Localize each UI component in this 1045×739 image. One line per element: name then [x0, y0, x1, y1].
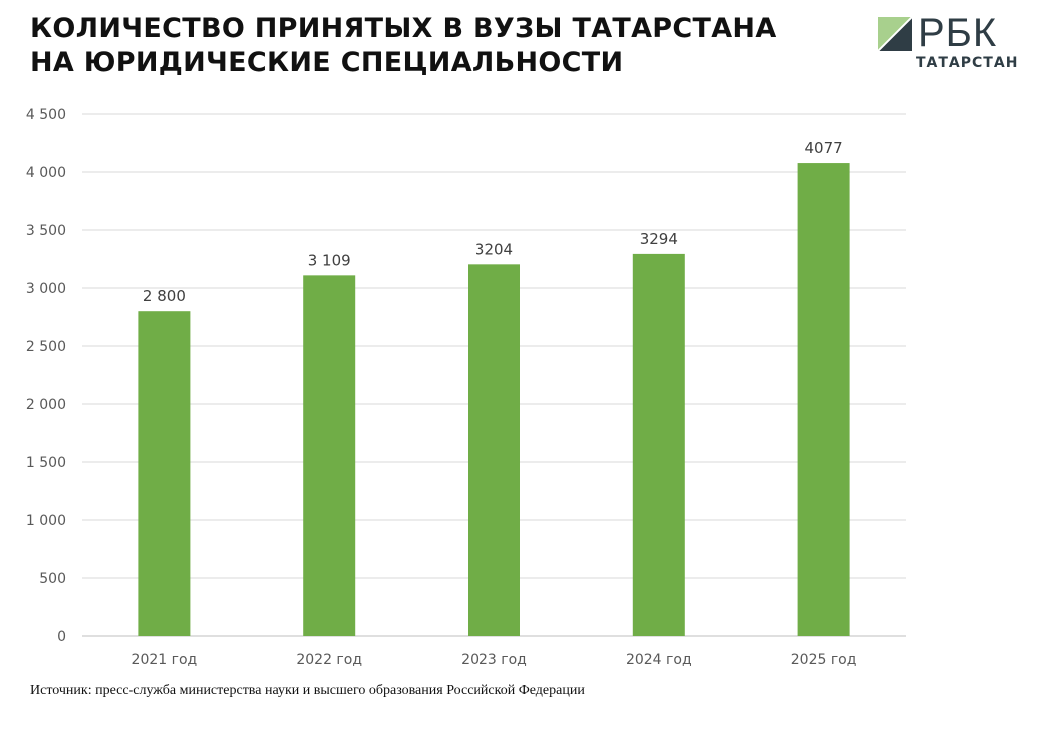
x-tick-label: 2021 год [132, 652, 198, 668]
y-tick-label: 1 500 [26, 455, 66, 471]
y-tick-label: 4 500 [26, 107, 66, 123]
y-tick-label: 0 [57, 629, 66, 645]
x-tick-label: 2023 год [461, 652, 527, 668]
chart-title: КОЛИЧЕСТВО ПРИНЯТЫХ В ВУЗЫ ТАТАРСТАНА НА… [30, 12, 777, 80]
bars [138, 163, 850, 636]
bar [138, 311, 191, 636]
x-axis-ticks: 2021 год 2022 год 2023 год 2024 год 2025 год [132, 652, 857, 668]
y-tick-label: 500 [39, 571, 66, 587]
source-note: Источник: пресс-служба министерства наук… [30, 683, 585, 698]
x-tick-label: 2025 год [791, 652, 857, 668]
bar-chart: 0 500 1 000 1 500 2 000 2 500 3 000 3 500 4 000 4… [26, 107, 906, 668]
chart-title-line-1: КОЛИЧЕСТВО ПРИНЯТЫХ В ВУЗЫ ТАТАРСТАНА [30, 13, 777, 44]
y-tick-label: 3 000 [26, 281, 66, 297]
bar-value-label: 3294 [640, 230, 678, 248]
chart-title-line-2: НА ЮРИДИЧЕСКИЕ СПЕЦИАЛЬНОСТИ [30, 47, 624, 78]
bar-value-label: 3 109 [308, 251, 351, 269]
bar [303, 275, 356, 636]
bar-value-label: 3204 [475, 240, 513, 258]
rbc-logo-mark-icon [878, 17, 912, 51]
rbc-logo-name: РБК [918, 11, 998, 55]
y-axis-ticks: 0 500 1 000 1 500 2 000 2 500 3 000 3 500 4 000 4… [26, 107, 66, 645]
rbc-logo-region: ТАТАРСТАН [916, 55, 1019, 71]
bar [797, 163, 850, 636]
y-tick-label: 3 500 [26, 223, 66, 239]
rbc-logo: РБК ТАТАРСТАН [878, 11, 1028, 75]
y-tick-label: 2 500 [26, 339, 66, 355]
y-tick-label: 1 000 [26, 513, 66, 529]
bar-value-label: 2 800 [143, 287, 186, 305]
y-tick-label: 4 000 [26, 165, 66, 181]
x-tick-label: 2022 год [296, 652, 362, 668]
y-tick-label: 2 000 [26, 397, 66, 413]
bar [468, 264, 520, 636]
bar [632, 253, 685, 636]
value-labels: 2 800 3 109 3204 3294 4077 [143, 139, 843, 305]
x-tick-label: 2024 год [626, 652, 692, 668]
bar-value-label: 4077 [805, 139, 843, 157]
